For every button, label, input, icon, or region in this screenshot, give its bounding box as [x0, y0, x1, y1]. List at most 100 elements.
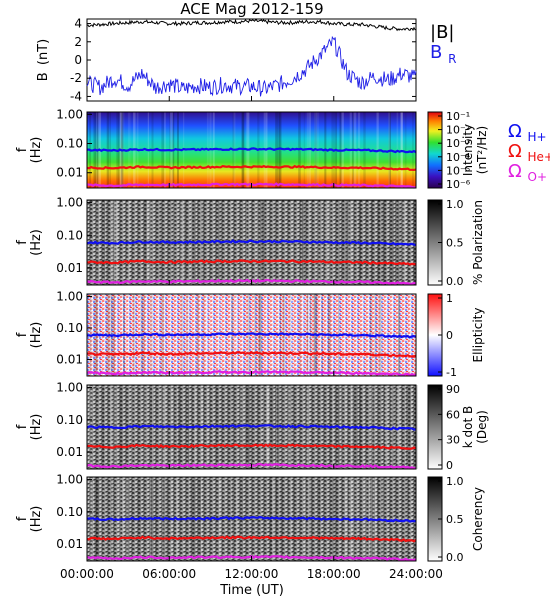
- ellipticity-cbar-tick-label: 0: [446, 329, 453, 342]
- intensity-gyro-H+: [87, 147, 417, 154]
- ellipticity-texture-streak: [231, 294, 234, 376]
- kdotb-colorbar: [427, 384, 443, 470]
- intensity-texture-streak: [277, 112, 281, 188]
- intensity-cbar-tick-label: 10⁻⁶: [446, 178, 471, 191]
- coherency-y-label-unit: (Hz): [29, 506, 44, 533]
- polarization-cbar-label-1: % Polarization: [471, 200, 485, 285]
- ellipticity-texture-streak: [219, 294, 221, 376]
- kdotb-gyro-He+: [86, 443, 417, 450]
- kdotb-cbar-tick-label: 0: [446, 459, 453, 472]
- coherency-ytick-label: 1.00: [56, 473, 83, 487]
- ellipticity-ytick-label: 0.10: [56, 321, 83, 335]
- x-axis: 00:00:00 06:00:00 12:00:00 18:00:00 24:00:00: [60, 567, 443, 581]
- kdotb-texture-streak: [263, 385, 265, 469]
- polarization-texture-streak: [401, 200, 404, 285]
- kdotb-panel: 1.00 0.10 0.01 f(Hz) 90 60 30 0 k dot B(Deg): [15, 381, 489, 472]
- coherency-y-label: f(Hz): [15, 506, 44, 533]
- ellipticity-texture-streak: [306, 294, 309, 376]
- intensity-texture-streak: [278, 112, 282, 188]
- legend-o-gyro-symbol: Ω: [508, 161, 522, 182]
- intensity-cbar-tick-label: 10⁻⁵: [446, 164, 470, 177]
- coherency-gyro-He+: [86, 535, 417, 543]
- kdotb-texture-streak: [409, 385, 411, 469]
- polarization-texture-streak: [396, 200, 400, 285]
- b-field-y-ticks: 4 2 0 -2 -4: [70, 17, 416, 103]
- ellipticity-ytick-label: 1.00: [56, 289, 83, 303]
- intensity-gyro-He+: [86, 164, 417, 172]
- coherency-texture-streak: [236, 477, 238, 561]
- intensity-cbar-label: Intensity(nT²/Hz): [461, 124, 489, 176]
- ellipticity-cbar-tick-label: -1: [446, 366, 457, 379]
- ellipticity-texture-streak: [398, 294, 400, 376]
- intensity-cbar-tick-label: 10⁻²: [446, 124, 470, 137]
- x-tick-label: 00:00:00: [60, 567, 114, 581]
- kdotb-cbar-label: k dot B(Deg): [461, 406, 489, 448]
- ellipticity-texture-streak: [247, 294, 250, 376]
- intensity-y-label-main: f: [15, 147, 30, 152]
- legend-h-gyro-sub: H+: [528, 130, 547, 144]
- coherency-cbar-tick-label: 1.0: [446, 475, 464, 488]
- x-tick-label: 12:00:00: [225, 567, 279, 581]
- b-ytick-label: -2: [70, 71, 82, 85]
- ellipticity-texture-streak: [399, 294, 402, 376]
- coherency-texture-streak: [382, 477, 385, 561]
- ellipticity-y-label-unit: (Hz): [29, 322, 44, 349]
- figure-title: ACE Mag 2012-159: [180, 0, 323, 18]
- coherency-texture-streak: [381, 477, 384, 561]
- polarization-y-label-unit: (Hz): [29, 229, 44, 256]
- b-series-radial: [86, 35, 417, 97]
- coherency-cbar-label-1: Coherency: [471, 487, 485, 551]
- polarization-cbar-tick-label: 0.5: [446, 237, 464, 250]
- ellipticity-cbar-label-1: Ellipticity: [471, 308, 485, 363]
- polarization-gyro-He+: [86, 259, 417, 266]
- b-field-y-label-main: B: [36, 72, 51, 81]
- b-field-y-label-unit: (nT): [36, 39, 51, 65]
- legend-o-gyro: Ω O+: [508, 161, 547, 184]
- polarization-y-label-main: f: [15, 240, 30, 245]
- kdotb-cbar-tick-label: 90: [446, 383, 460, 396]
- coherency-texture-streak: [409, 477, 411, 561]
- ellipticity-panel: 1.00 0.10 0.01 f(Hz) 1 0 -1 Ellipticity: [15, 289, 485, 379]
- kdotb-y-label-unit: (Hz): [29, 414, 44, 441]
- ellipticity-cbar-tick-label: 1: [446, 292, 453, 305]
- kdotb-texture-streak: [244, 385, 246, 469]
- kdotb-y-label: f(Hz): [15, 414, 44, 441]
- intensity-ytick-label: 0.10: [56, 137, 83, 151]
- legend-o-gyro-sub: O+: [528, 170, 548, 184]
- polarization-cbar-label: % Polarization: [471, 200, 485, 285]
- legend-h-gyro-symbol: Ω: [508, 121, 522, 142]
- kdotb-texture-streak: [266, 385, 270, 469]
- coherency-cbar-label: Coherency: [471, 487, 485, 551]
- polarization-panel: 1.00 0.10 0.01 f(Hz) 1.0 0.5 0.0 % Polarization: [15, 196, 485, 288]
- coherency-y-label-main: f: [15, 516, 30, 521]
- coherency-texture-streak: [405, 477, 407, 561]
- polarization-texture-streak: [398, 200, 401, 285]
- kdotb-texture-streak: [151, 385, 154, 469]
- b-field-series: [86, 18, 417, 101]
- kdotb-texture-streak: [240, 385, 242, 469]
- kdotb-texture-streak: [246, 385, 249, 469]
- polarization-texture-streak: [273, 200, 276, 285]
- intensity-ytick-label: 0.01: [56, 166, 83, 180]
- kdotb-ytick-label: 0.01: [56, 445, 83, 459]
- intensity-y-label: f(Hz): [15, 137, 44, 164]
- kdotb-ytick-label: 0.10: [56, 413, 83, 427]
- x-axis-label: Time (UT): [219, 583, 284, 598]
- intensity-cbar-tick-label: 10⁻⁴: [446, 151, 471, 164]
- polarization-cbar-tick-label: 1.0: [446, 198, 464, 211]
- kdotb-texture-streak: [385, 385, 388, 469]
- kdotb-ytick-label: 1.00: [56, 381, 83, 395]
- polarization-texture-streak: [413, 200, 416, 285]
- ellipticity-texture-streak: [252, 294, 254, 376]
- polarization-ytick-label: 0.01: [56, 261, 83, 275]
- polarization-ytick-label: 1.00: [56, 196, 83, 210]
- coherency-ytick-label: 0.01: [56, 537, 83, 551]
- b-ytick-label: 0: [74, 53, 82, 67]
- kdotb-texture-streak: [405, 385, 408, 469]
- kdotb-texture-streak: [410, 385, 413, 469]
- x-tick-label: 24:00:00: [389, 567, 443, 581]
- legend-he-gyro-symbol: Ω: [508, 141, 522, 162]
- x-tick-label: 06:00:00: [142, 567, 196, 581]
- ellipticity-texture-streak: [219, 294, 223, 376]
- legend-he-gyro-sub: He+: [528, 150, 550, 164]
